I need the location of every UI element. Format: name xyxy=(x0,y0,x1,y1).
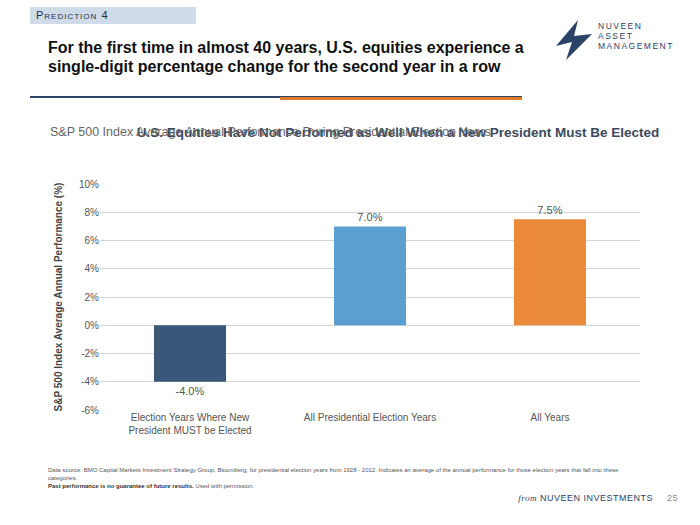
svg-text:-6%: -6% xyxy=(81,405,99,416)
html-text:Prediction 4: Prediction 4 xyxy=(36,9,109,21)
svg-text:7.0%: 7.0% xyxy=(357,211,382,223)
svg-text:6%: 6% xyxy=(85,235,100,246)
html-text:ASSET: ASSET xyxy=(598,31,634,41)
svg-text:7.5%: 7.5% xyxy=(537,204,562,216)
svg-text:0%: 0% xyxy=(85,320,100,331)
svg-text:4%: 4% xyxy=(85,263,100,274)
svg-text:10%: 10% xyxy=(79,179,99,190)
svg-text:S&P 500 Index Average Annual P: S&P 500 Index Average Annual Performance… xyxy=(53,183,64,412)
svg-text:-4%: -4% xyxy=(81,376,99,387)
html-text:Data source: BMO Capital Marke: Data source: BMO Capital Markets Investm… xyxy=(48,467,619,481)
svg-text:All Presidential Election Year: All Presidential Election Years xyxy=(304,412,436,423)
svg-text:All Years: All Years xyxy=(531,412,570,423)
svg-text:U.S. Equities Have Not Perform: U.S. Equities Have Not Performed as Well… xyxy=(137,125,660,140)
svg-text:8%: 8% xyxy=(85,207,100,218)
html-text:For the first time in almost 4: For the first time in almost 40 years, U… xyxy=(48,39,524,75)
html-text:MANAGEMENT: MANAGEMENT xyxy=(598,41,674,51)
html-text:25: 25 xyxy=(667,493,678,503)
svg-text:2%: 2% xyxy=(85,292,100,303)
html-text:from NUVEEN INVESTMENTS: from NUVEEN INVESTMENTS xyxy=(518,493,653,503)
svg-text:-2%: -2% xyxy=(81,348,99,359)
html-text:NUVEEN: NUVEEN xyxy=(598,21,643,31)
svg-text:S&P 500 Index Average Annual P: S&P 500 Index Average Annual Performance… xyxy=(50,125,491,139)
svg-text:-4.0%: -4.0% xyxy=(176,385,205,397)
html-text:Past performance is no guarant: Past performance is no guarantee of futu… xyxy=(48,483,255,489)
svg-text:Election Years Where NewPresid: Election Years Where NewPresident MUST b… xyxy=(128,412,251,436)
